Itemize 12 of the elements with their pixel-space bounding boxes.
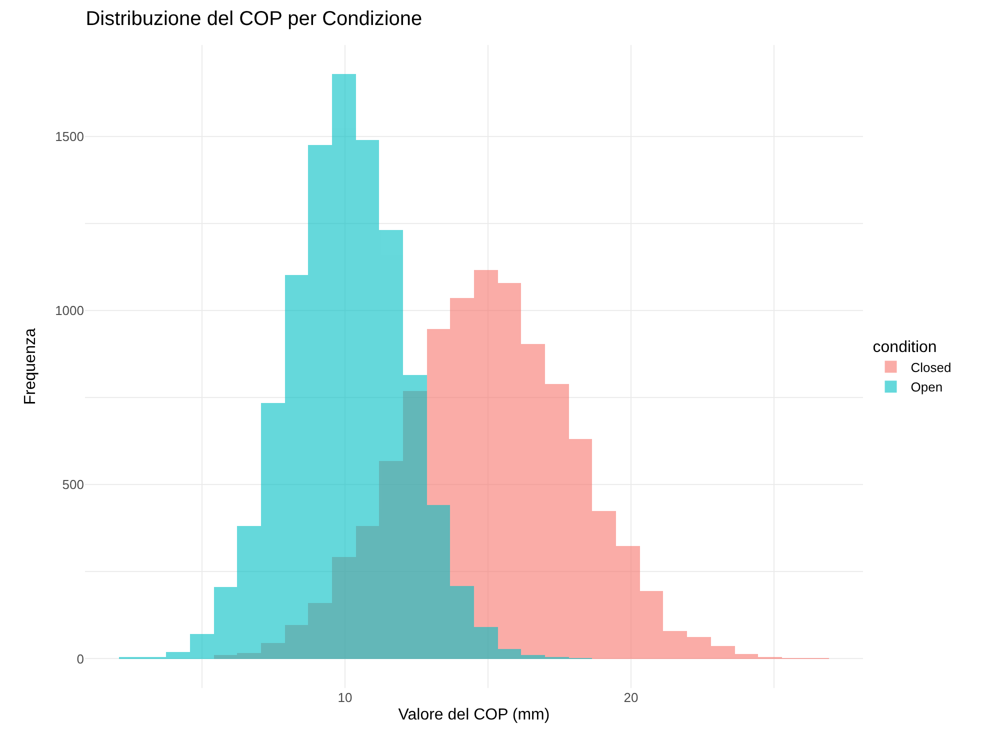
legend-label: Open: [910, 380, 943, 395]
x-tick-label: 10: [338, 690, 352, 705]
legend-label: Closed: [910, 360, 952, 375]
x-tick-label: 20: [624, 690, 638, 705]
y-tick-label: 0: [76, 651, 84, 666]
legend-title: condition: [872, 338, 937, 356]
y-tick-label: 1000: [55, 302, 84, 318]
y-tick-label: 500: [62, 477, 84, 492]
y-axis-title: Frequenza: [22, 328, 39, 405]
y-tick-label: 1500: [55, 128, 84, 144]
x-axis-title: Valore del COP (mm): [398, 706, 550, 724]
chart-title: Distribuzione del COP per Condizione: [86, 8, 422, 30]
